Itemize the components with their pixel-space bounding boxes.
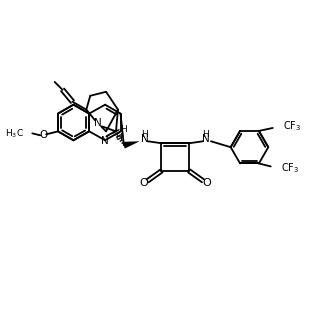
Text: H: H bbox=[141, 130, 148, 139]
Text: N: N bbox=[101, 136, 109, 146]
Text: O: O bbox=[203, 178, 211, 188]
Text: CF$_3$: CF$_3$ bbox=[280, 161, 299, 175]
Text: H: H bbox=[120, 125, 127, 134]
Text: O: O bbox=[39, 130, 47, 140]
Text: N: N bbox=[202, 134, 210, 144]
Text: N: N bbox=[94, 118, 102, 128]
Text: CF$_3$: CF$_3$ bbox=[282, 119, 301, 133]
Text: H$_3$C: H$_3$C bbox=[6, 127, 24, 140]
Polygon shape bbox=[123, 141, 140, 149]
Text: H: H bbox=[203, 130, 209, 139]
Text: N: N bbox=[141, 134, 148, 144]
Text: O: O bbox=[139, 178, 148, 188]
Text: H: H bbox=[115, 133, 122, 142]
